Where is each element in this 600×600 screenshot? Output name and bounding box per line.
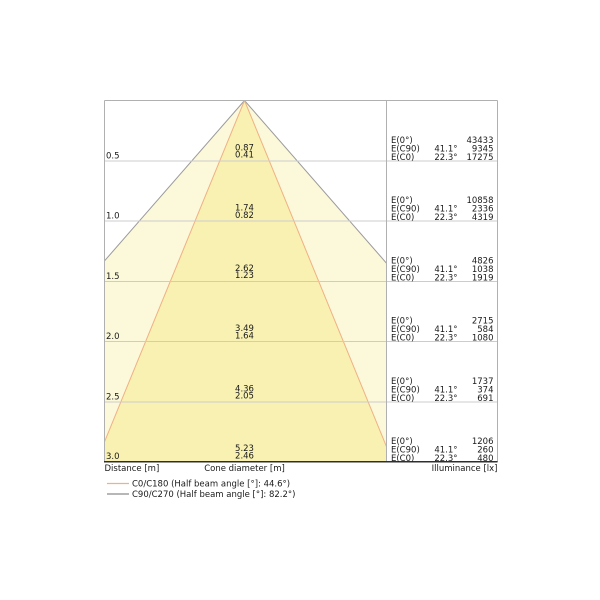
ec90-value: 260 [477,446,493,456]
cone-diameter-c90: 0.87 [235,143,254,153]
cone-diameter-c0: 2.05 [235,392,254,402]
distance-tick: 3.0 [106,452,120,462]
legend-label-c0-c180: C0/C180 (Half beam angle [°]: 44.6°) [132,480,290,490]
ec90-value: 374 [477,385,493,395]
chart-frame [104,100,498,463]
ec90-label: E(C90) [391,144,420,154]
ec0-value: 1919 [472,273,494,283]
ec0-label: E(C0) [391,454,414,464]
ec90-value: 1038 [472,265,494,275]
e0-value: 4826 [472,256,494,266]
ec0-angle: 22.3° [434,454,457,464]
ec90-angle: 41.1° [434,144,457,154]
cone-diameter-c0: 0.41 [235,151,254,161]
ec90-value: 584 [477,325,493,335]
ec90-value: 2336 [472,205,494,215]
cone-diameter-c0: 1.23 [235,271,254,281]
ec0-label: E(C0) [391,334,414,344]
distance-tick: 1.5 [106,272,120,282]
e0-label: E(0°) [391,196,413,206]
gridlines [104,160,498,403]
ec0-angle: 22.3° [434,394,457,404]
ec0-angle: 22.3° [434,213,457,223]
e0-label: E(0°) [391,377,413,387]
e0-value: 1206 [472,437,494,447]
e0-label: E(0°) [391,317,413,327]
ec90-angle: 41.1° [434,446,457,456]
ec0-label: E(C0) [391,394,414,404]
distance-tick: 2.5 [106,392,120,402]
distance-tick: 0.5 [106,151,120,161]
ec0-value: 1080 [472,334,494,344]
ec0-value: 17275 [466,153,493,163]
cone-diameter-axis-label: Cone diameter [m] [204,464,285,474]
ec0-angle: 22.3° [434,153,457,163]
ec0-angle: 22.3° [434,273,457,283]
e0-value: 1737 [472,377,494,387]
e0-label: E(0°) [391,136,413,146]
row-0.5: 0.5 0.87 0.41 E(0°) E(C90) E(C0) 41.1° 2… [106,136,494,163]
ec0-value: 4319 [472,213,494,223]
ec90-label: E(C90) [391,446,420,456]
legend-label-c90-c270: C90/C270 (Half beam angle [°]: 82.2°) [132,490,296,500]
row-1.5: 1.5 2.62 1.23 E(0°) E(C90) E(C0) 41.1° 2… [106,256,494,283]
distance-tick: 1.0 [106,212,120,222]
legend: C0/C180 (Half beam angle [°]: 44.6°) C90… [107,480,296,500]
e0-value: 43433 [466,136,493,146]
ec0-value: 480 [477,454,493,464]
cone-diameter-c0: 2.46 [235,452,254,462]
illuminance-axis-label: Illuminance [lx] [432,464,498,474]
e0-value: 10858 [466,196,493,206]
cone-diameter-c90: 4.36 [235,384,254,394]
ec90-label: E(C90) [391,325,420,335]
distance-axis-label: Distance [m] [105,464,160,474]
ec90-angle: 41.1° [434,265,457,275]
ec90-angle: 41.1° [434,205,457,215]
cone-diameter-c90: 2.62 [235,264,254,274]
ec0-label: E(C0) [391,153,414,163]
ec90-angle: 41.1° [434,385,457,395]
ec0-label: E(C0) [391,273,414,283]
ec90-angle: 41.1° [434,325,457,335]
ec0-angle: 22.3° [434,334,457,344]
row-3.0: 3.0 5.23 2.46 E(0°) E(C90) E(C0) 41.1° 2… [106,437,494,464]
ec90-label: E(C90) [391,385,420,395]
cone-diameter-c90: 1.74 [235,204,254,214]
row-2.5: 2.5 4.36 2.05 E(0°) E(C90) E(C0) 41.1° 2… [106,377,494,404]
distance-tick: 2.0 [106,332,120,342]
cone-diameter-c0: 1.64 [235,331,254,341]
row-1.0: 1.0 1.74 0.82 E(0°) E(C90) E(C0) 41.1° 2… [106,196,494,223]
ec0-value: 691 [477,394,493,404]
row-2.0: 2.0 3.49 1.64 E(0°) E(C90) E(C0) 41.1° 2… [106,317,494,344]
ec90-label: E(C90) [391,265,420,275]
e0-value: 2715 [472,317,494,327]
e0-label: E(0°) [391,437,413,447]
cone-diameter-c90: 5.23 [235,444,254,454]
e0-label: E(0°) [391,256,413,266]
ec90-value: 9345 [472,144,494,154]
cone-diameter-c90: 3.49 [235,324,254,334]
ec90-label: E(C90) [391,205,420,215]
cone-diameter-c0: 0.82 [235,211,254,221]
ec0-label: E(C0) [391,213,414,223]
